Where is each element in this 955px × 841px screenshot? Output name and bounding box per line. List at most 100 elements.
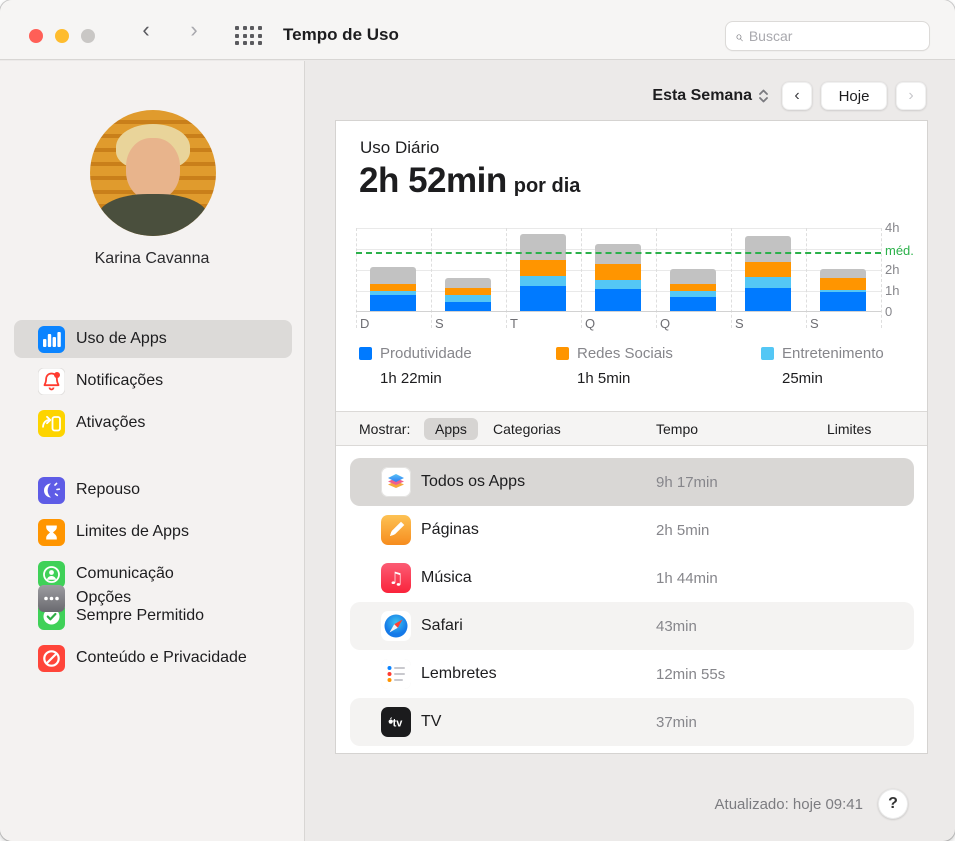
table-header-band: Mostrar: Apps Categorias Tempo Limites (336, 411, 927, 446)
window-title: Tempo de Uso (283, 25, 399, 44)
app-limits-icon (38, 518, 65, 546)
table-row-m-sica[interactable]: ♫ Música 1h 44min (350, 554, 914, 602)
app-time: 37min (656, 713, 697, 731)
options-icon (38, 584, 65, 612)
back-icon[interactable]: ‹ (142, 17, 150, 42)
table-row-p-ginas[interactable]: Páginas 2h 5min (350, 506, 914, 554)
app-table: Todos os Apps 9h 17min Páginas 2h 5min ♫ Músi… (350, 458, 914, 746)
sidebar-item-label: Limites de Apps (76, 523, 189, 540)
usage-bar-2[interactable] (445, 278, 491, 311)
app-time: 1h 44min (656, 569, 718, 587)
day-label: Q (660, 316, 671, 331)
gridline-h (356, 228, 881, 229)
app-name: Lembretes (421, 665, 497, 682)
sidebar-item-opcoes[interactable]: Opções (14, 579, 292, 617)
sidebar-item-limites-de-apps[interactable]: Limites de Apps (14, 513, 292, 551)
user-name: Karina Cavanna (94, 250, 210, 267)
bar-segment-produtividade (445, 301, 491, 311)
period-popup-button[interactable]: Esta Semana (652, 87, 769, 105)
usage-bar-1[interactable] (370, 266, 416, 311)
app-name: Música (421, 569, 472, 586)
minimize-window-button[interactable] (55, 29, 69, 43)
table-row-safari[interactable]: Safari 43min (350, 602, 914, 650)
user-avatar[interactable] (90, 110, 216, 236)
bar-segment-produtividade (370, 295, 416, 311)
updown-chevrons-icon (759, 89, 768, 103)
downtime-icon (38, 476, 65, 504)
usage-bar-4[interactable] (595, 243, 641, 311)
sidebar-item-label: Ativações (76, 414, 146, 431)
gridline-v (806, 228, 807, 328)
segment-apps[interactable]: Apps (424, 417, 478, 440)
average-line (356, 251, 881, 254)
y-tick-average: méd. (885, 242, 914, 258)
reminders-icon (381, 659, 411, 689)
bar-segment-entretenimento (370, 291, 416, 296)
bar-segment-entretenimento (820, 290, 866, 293)
daily-average-suffix: por dia (513, 175, 581, 197)
sidebar-item-comunica-o[interactable]: Comunicação (14, 555, 292, 593)
avatar-art (98, 194, 208, 236)
legend-item-redes-sociais: Redes Sociais 1h 5min (556, 345, 673, 387)
help-button[interactable]: ? (878, 789, 908, 819)
svg-text:♫: ♫ (388, 569, 403, 589)
app-time: 12min 55s (656, 665, 726, 683)
legend-name: Produtividade (380, 345, 472, 362)
sidebar-item-repouso[interactable]: Repouso (14, 471, 292, 509)
legend-item-produtividade: Produtividade 1h 22min (359, 345, 472, 387)
day-label: S (435, 316, 444, 331)
day-label: S (810, 316, 819, 331)
bar-segment-redes-sociais (370, 283, 416, 292)
sidebar-item-label: Comunicação (76, 565, 174, 582)
search-input[interactable]: ⌕ Buscar (725, 21, 930, 51)
sidebar-item-label: Opções (76, 589, 132, 606)
all-apps-icon (381, 467, 411, 497)
app-grid-icon[interactable] (235, 26, 263, 47)
bar-segment-produtividade (670, 297, 716, 311)
today-button[interactable]: Hoje (821, 82, 887, 110)
legend-name: Redes Sociais (577, 345, 673, 362)
previous-period-button[interactable]: ‹ (782, 82, 812, 110)
usage-bar-5[interactable] (670, 269, 716, 311)
sidebar-item-conte-do-e-privacidade[interactable]: Conteúdo e Privacidade (14, 639, 292, 677)
sidebar-group: Uso de Apps Notificações Ativações (0, 320, 304, 442)
y-tick-2h: 2h (885, 262, 900, 277)
day-label: Q (585, 316, 596, 331)
usage-bar-7[interactable] (820, 269, 866, 311)
daily-average-value: 2h 52min (359, 161, 507, 200)
sidebar-item-ativa-es[interactable]: Ativações (14, 404, 292, 442)
app-name: TV (421, 713, 442, 730)
main-content: Esta Semana ‹ Hoje › Uso Diário 2h 52min… (306, 61, 955, 841)
legend-name: Entretenimento (782, 345, 884, 362)
sidebar-item-uso-de-apps[interactable]: Uso de Apps (14, 320, 292, 358)
bar-segment-redes-sociais (520, 259, 566, 277)
zoom-window-button (81, 29, 95, 43)
forward-icon[interactable]: › (190, 17, 198, 42)
usage-bar-6[interactable] (745, 236, 791, 311)
sidebar-item-notifica-es[interactable]: Notificações (14, 362, 292, 400)
app-time: 9h 17min (656, 473, 718, 491)
usage-bar-3[interactable] (520, 234, 566, 311)
sidebar-item-label: Repouso (76, 481, 141, 498)
period-bar: Esta Semana ‹ Hoje › (652, 82, 926, 110)
bar-segment-entretenimento (595, 279, 641, 289)
bar-segment-outros (520, 234, 566, 260)
table-row-tv[interactable]: tv TV 37min (350, 698, 914, 746)
pickups-icon (38, 409, 65, 437)
close-window-button[interactable] (29, 29, 43, 43)
sidebar-group: Repouso Limites de Apps Comunicação Sempre … (0, 471, 304, 677)
search-placeholder: Buscar (748, 28, 793, 44)
table-row-lembretes[interactable]: Lembretes 12min 55s (350, 650, 914, 698)
segment-categories[interactable]: Categorias (493, 420, 561, 437)
table-row-todos-os-apps[interactable]: Todos os Apps 9h 17min (350, 458, 914, 506)
gridline-v (656, 228, 657, 328)
bar-segment-redes-sociais (595, 263, 641, 280)
bar-segment-produtividade (520, 285, 566, 311)
column-header-limits: Limites (827, 420, 872, 437)
bar-segment-outros (670, 269, 716, 284)
pages-icon (381, 515, 411, 545)
next-period-button[interactable]: › (896, 82, 926, 110)
search-icon: ⌕ (735, 27, 743, 44)
